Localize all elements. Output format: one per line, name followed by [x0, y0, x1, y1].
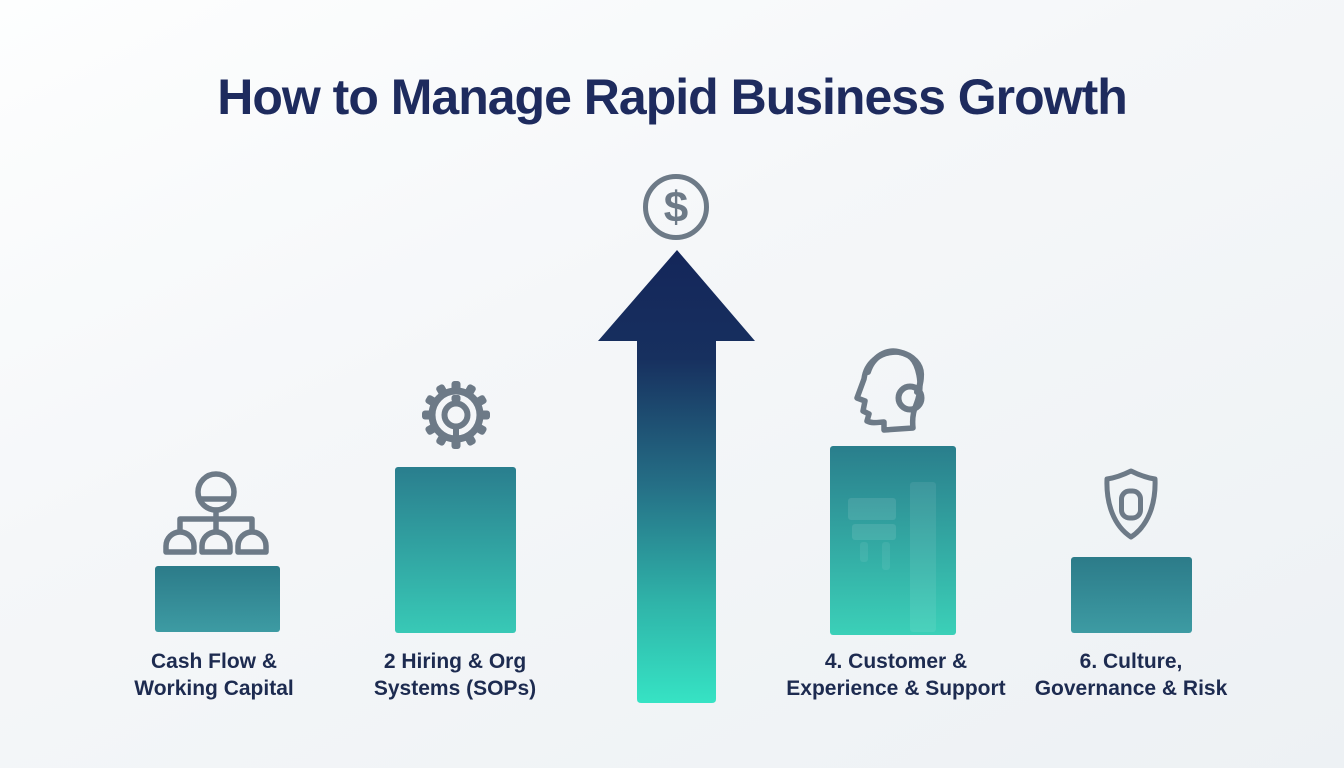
bar-inner-graphic — [910, 482, 936, 632]
bar-inner-graphic — [860, 542, 868, 562]
bar-inner-graphic — [852, 524, 896, 540]
label-cash-flow-line2: Working Capital — [134, 677, 294, 700]
label-customer: 4. Customer & Experience & Support — [756, 648, 1036, 702]
label-hiring: 2 Hiring & Org Systems (SOPs) — [335, 648, 575, 702]
bar-inner-graphic — [848, 498, 896, 520]
label-hiring-line2: Systems (SOPs) — [373, 677, 537, 700]
label-cash-flow: Cash Flow & Working Capital — [94, 648, 334, 702]
shield-icon — [1104, 468, 1158, 540]
label-cash-flow-line1: Cash Flow & — [150, 650, 277, 673]
label-customer-line1: 4. Customer & — [824, 650, 968, 673]
label-hiring-line1: 2 Hiring & Org — [383, 650, 527, 673]
org-chart-icon — [163, 471, 269, 555]
bar-customer — [830, 446, 956, 635]
growth-arrow — [598, 250, 755, 703]
bar-inner-graphic — [882, 542, 890, 570]
bar-hiring — [395, 467, 516, 633]
headset-icon — [854, 348, 925, 433]
label-culture-line1: 6. Culture, — [1079, 650, 1183, 673]
label-culture: 6. Culture, Governance & Risk — [1001, 648, 1261, 702]
gear-icon — [422, 381, 490, 449]
label-customer-line2: Experience & Support — [786, 677, 1006, 700]
dollar-circle-icon: $ — [643, 174, 709, 240]
label-culture-line2: Governance & Risk — [1034, 677, 1228, 700]
bar-culture — [1071, 557, 1192, 633]
dollar-symbol: $ — [664, 183, 688, 232]
page-title: How to Manage Rapid Business Growth — [217, 69, 1128, 125]
bar-cash-flow — [155, 566, 280, 632]
